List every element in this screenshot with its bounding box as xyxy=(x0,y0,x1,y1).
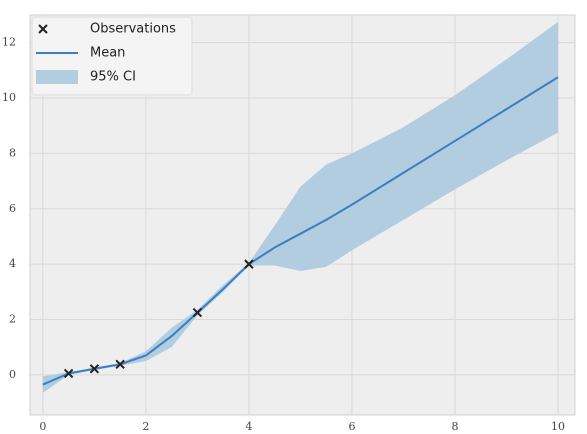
legend-marker xyxy=(38,24,48,34)
y-tick-label: 0 xyxy=(9,368,16,381)
ci-band xyxy=(42,21,559,393)
x-tick-label: 8 xyxy=(451,420,458,433)
y-tick-label: 8 xyxy=(9,146,16,159)
observation xyxy=(63,368,74,379)
x-tick-label: 6 xyxy=(348,420,355,433)
y-tick-label: 2 xyxy=(9,312,16,325)
legend-label: Observations xyxy=(90,22,176,37)
observation xyxy=(244,259,254,269)
y-tick-label: 6 xyxy=(9,202,16,215)
observation xyxy=(192,307,203,318)
x-tick-label: 2 xyxy=(142,420,149,433)
y-tick-label: 10 xyxy=(2,91,16,104)
x-tick-label: 10 xyxy=(551,420,565,433)
y-tick-label: 12 xyxy=(2,36,16,49)
legend-patch xyxy=(36,70,78,84)
observation xyxy=(89,364,100,374)
legend-label: 95% CI xyxy=(90,70,136,85)
observation xyxy=(115,359,125,370)
legend-label: Mean xyxy=(90,46,125,61)
x-tick-label: 4 xyxy=(245,420,252,433)
y-tick-label: 4 xyxy=(9,257,16,270)
x-tick-label: 0 xyxy=(39,420,46,433)
